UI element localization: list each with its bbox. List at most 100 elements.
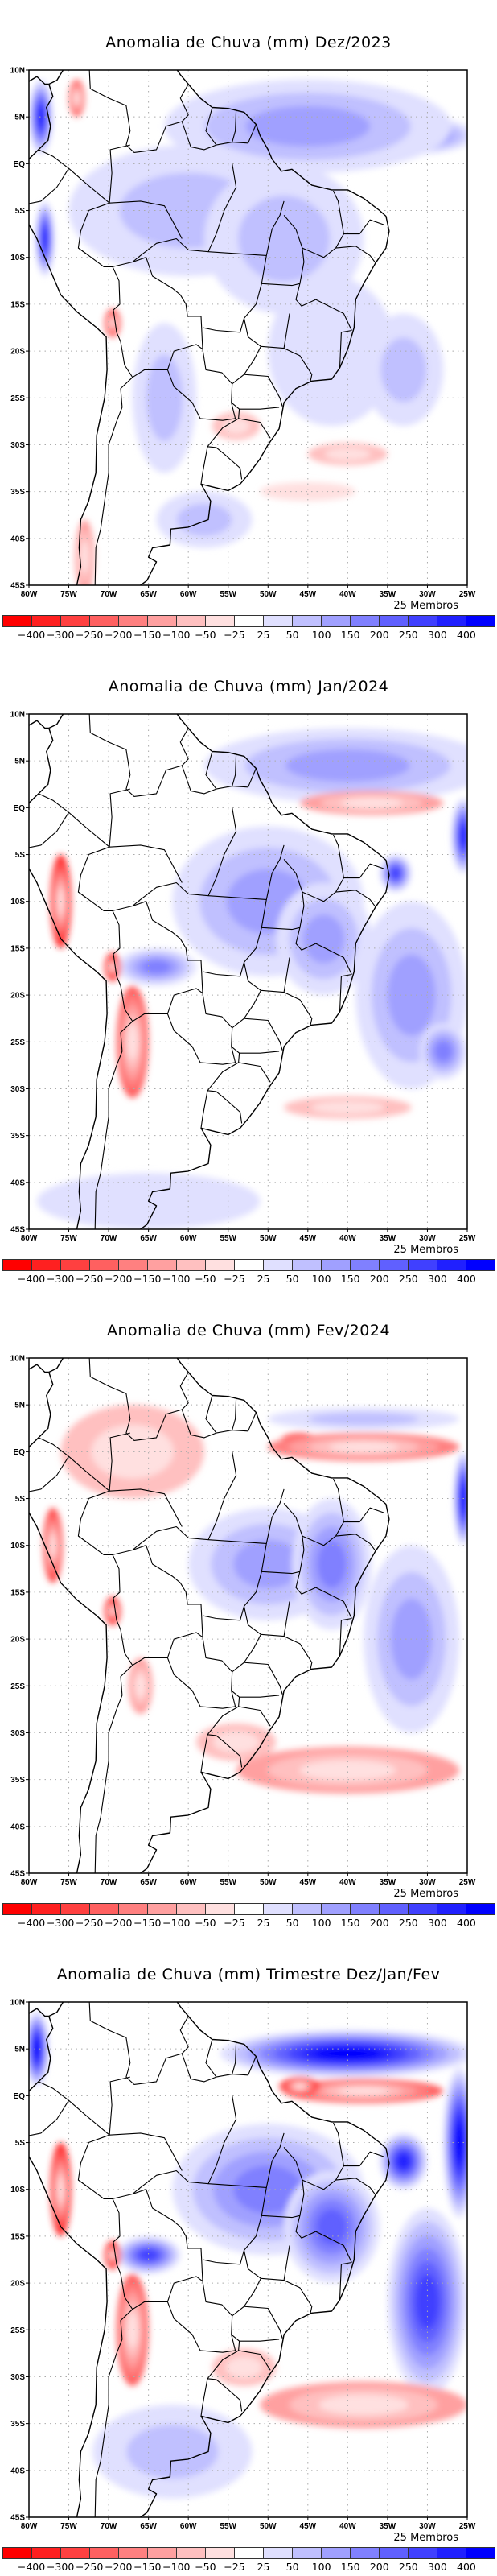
anomaly-contour [416,2274,439,2330]
colorbar-label: 25 [257,1273,270,1285]
x-tick-label: 70W [101,590,117,599]
x-tick-label: 55W [220,2522,236,2531]
anomaly-contour [245,105,371,147]
anomaly-feature [204,728,467,803]
colorbar-label: 200 [369,1273,389,1285]
colorbar-label: 150 [340,629,360,641]
colorbar-label: 300 [427,1273,447,1285]
colorbar-swatch [3,2548,32,2558]
grid [29,70,467,585]
colorbar-label: −250 [76,1917,104,1929]
y-tick-label: 5S [15,851,26,860]
atlantic-coastline [48,70,390,585]
border-line [243,1571,290,1637]
colorbar-swatch [437,2548,466,2558]
border-line [132,237,209,262]
anomaly-contour [233,2165,303,2214]
y-tick-label: 10S [10,898,25,906]
colorbar-label: 300 [427,2561,447,2573]
colorbar-swatch [177,1904,206,1914]
anomaly-contour [338,2087,389,2095]
colorbar [2,615,495,627]
x-tick-label: 40W [339,1878,356,1887]
anomaly-contour [110,1607,115,1615]
colorbar-swatch [409,616,437,626]
y-tick-label: 10N [10,1999,25,2008]
anomaly-feature [105,952,121,981]
border-line [343,219,384,235]
anomaly-feature [260,2381,467,2429]
border-line [202,2250,245,2265]
anomaly-feature [35,200,55,276]
border-line [265,844,285,900]
border-line [239,1051,280,1054]
border-line [78,1535,89,1544]
border-line [29,167,69,204]
y-tick-label: 40S [10,535,25,543]
colorbar-swatch [90,1904,119,1914]
border-line [109,1488,183,1527]
border-line [239,1695,280,1698]
y-tick-label: 45S [10,1870,25,1879]
panel-fev-2024: Anomalia de Chuva (mm) Fev/2024 80W 75W 70… [0,1288,497,1932]
colorbar [2,1259,495,1271]
colorbar-label: 250 [398,1917,418,1929]
pacific-coastline [29,84,108,585]
colorbar-label: 25 [257,629,270,641]
colorbar-label: 200 [369,1917,389,1929]
border-line [232,753,237,786]
colorbar-swatch [235,1904,264,1914]
rain-anomaly-map: 80W 75W 70W 65W 60W 55W 50W 45W 40W 35W 30W 25W 10N 5… [10,711,476,1244]
border-line [181,2053,257,2083]
anomaly-feature [117,2235,181,2274]
colorbar-label: −25 [224,629,245,641]
y-tick-label: 10N [10,67,25,76]
x-tick-label: 80W [21,590,38,599]
border-line [232,1634,261,1673]
anomaly-feature [43,1508,63,1583]
anomaly-contour [127,1023,138,1060]
y-tick-label: 35S [10,1776,25,1785]
colorbar-swatch [293,2548,322,2558]
colorbar-label: 50 [285,1917,299,1929]
x-tick-label: 50W [260,1878,277,1887]
colorbar-swatch [206,2548,235,2558]
panel-title: Anomalia de Chuva (mm) Jan/2024 [108,678,389,696]
y-tick-label: 45S [10,2514,25,2523]
border-line [335,2178,376,2196]
border-line [261,1503,305,1575]
coastlines-borders [29,1358,390,1873]
border-line [261,859,305,931]
x-tick-label: 75W [60,1234,77,1243]
border-line [77,144,133,585]
x-tick-label: 30W [419,1878,436,1887]
colorbar-label: −100 [162,1273,191,1285]
y-tick-label: 30S [10,1085,25,1094]
colorbar-swatch [61,616,90,626]
anomaly-contour [396,2153,410,2169]
anomaly-contour [318,2394,409,2415]
y-tick-label: 20S [10,348,25,357]
border-line [265,200,285,256]
anomaly-feature [29,79,53,155]
colorbar-swatch [409,2548,437,2558]
border-line [339,329,352,369]
colorbar-label: −25 [224,1273,245,1285]
anomaly-feature [236,1746,460,1794]
anomaly-feature [307,443,388,466]
border-line [112,901,203,1022]
colorbar-label: 50 [285,629,299,641]
y-tick-label: 5S [15,1495,26,1504]
anomaly-contour [324,448,371,461]
colorbar-swatch [148,1904,177,1914]
y-tick-label: 5S [15,2139,26,2148]
colorbar-swatch [235,616,264,626]
border-line [166,993,236,1065]
x-tick-label: 35W [380,1878,396,1887]
x-tick-label: 75W [60,590,77,599]
pacific-coastline [29,2016,108,2517]
y-tick-label: 10S [10,2186,25,2194]
border-line [77,788,133,1229]
border-line [261,2147,305,2219]
colorbar-label: 50 [285,1273,299,1285]
